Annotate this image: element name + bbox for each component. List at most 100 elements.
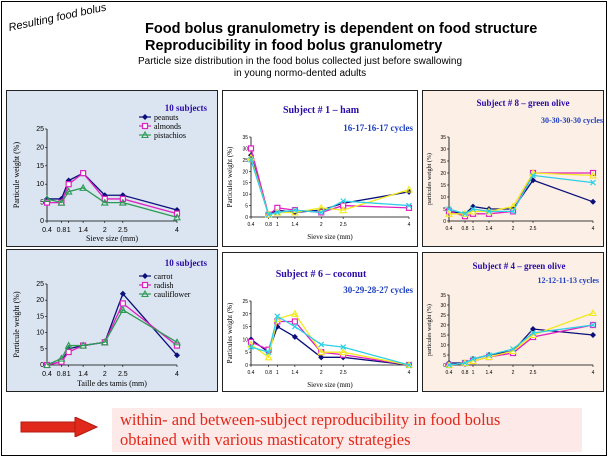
chart-heading: Subject # 6 – coconut (276, 269, 367, 280)
x-tick-label: 4 (592, 226, 595, 232)
data-point (57, 198, 66, 206)
data-point (100, 198, 109, 206)
chart-cycles: 16-17-16-17 cycles (343, 123, 413, 133)
y-tick-label: 35 (242, 135, 248, 141)
data-point (173, 342, 181, 349)
y-tick-label: 5 (443, 353, 446, 359)
legend-label: cauliflower (154, 290, 191, 299)
y-tick-label: 20 (440, 171, 446, 177)
y-tick-label: 20 (36, 297, 44, 304)
x-tick-label: 4 (175, 227, 179, 234)
data-point (291, 207, 298, 214)
x-tick-label: 1 (276, 370, 279, 376)
y-tick-label: 10 (440, 195, 446, 201)
y-tick-label: 5 (40, 346, 44, 353)
data-point (590, 322, 596, 328)
data-point (470, 203, 476, 210)
data-point (274, 313, 281, 320)
data-point (590, 179, 596, 186)
x-tick-label: 1.4 (486, 226, 493, 232)
chart-heading: Subject # 1 – ham (283, 105, 360, 116)
data-point (462, 210, 468, 217)
x-tick-label: 0.4 (42, 227, 52, 234)
subtitle-line1: Particle size distribution in the food b… (137, 56, 463, 67)
y-tick-label: 10 (36, 330, 44, 337)
data-point (486, 352, 492, 358)
conclusion-highlight (112, 408, 582, 452)
data-point (318, 209, 325, 216)
data-point (590, 332, 596, 338)
y-tick-label: 25 (242, 299, 248, 305)
data-point (291, 323, 298, 330)
data-point (589, 308, 597, 317)
y-tick-label: 30 (440, 147, 446, 153)
y-tick-label: 30 (242, 146, 248, 152)
y-axis-label: Particule weight (%) (12, 142, 21, 209)
x-tick-label: 1.4 (78, 371, 88, 378)
chart-ham: Subject # 1 – ham 16-17-16-17 cycles 0 5 10 1… (226, 105, 413, 241)
panel-olive-4: Subject # 4 – green olive 12-12-11-13 cyc… (422, 252, 604, 392)
data-point (64, 187, 73, 195)
data-point (173, 213, 181, 221)
y-axis-label: Particules weight (%) (226, 302, 234, 363)
y-tick-label: 25 (36, 126, 44, 133)
data-point (247, 145, 255, 152)
data-point (274, 209, 281, 216)
data-point (340, 344, 347, 351)
data-point (79, 183, 88, 191)
data-point (590, 198, 596, 205)
data-point (100, 338, 109, 346)
y-tick-label: 5 (245, 350, 248, 356)
x-tick-label: 2 (103, 227, 107, 234)
conclusion-line2: obtained with various masticatory strate… (120, 430, 411, 449)
x-tick-label: 4 (408, 370, 411, 376)
data-point (264, 353, 273, 361)
conclusion-text: within- and between-subject reproducibil… (120, 410, 590, 450)
x-tick-label: 1 (67, 227, 71, 234)
series-line (46, 187, 178, 218)
data-point (317, 348, 326, 356)
slide-title-line2: Reproducibility in food bolus granulomet… (145, 38, 443, 54)
panel-nuts: 10 subjects 0 5 10 15 20 25 0.4 0.8 1 1.4 2 2.5 4 Part… (6, 90, 218, 247)
data-point (530, 172, 536, 179)
x-tick-label: 1 (472, 370, 475, 376)
x-tick-label: 0.8 (265, 222, 272, 228)
x-tick-label: 0.8 (462, 370, 469, 376)
legend-marker (142, 273, 148, 279)
x-tick-label: 2.5 (530, 226, 537, 232)
chart-cycles: 30-30-30-30 cycles (541, 116, 603, 125)
x-tick-label: 2 (512, 370, 515, 376)
x-tick-label: 2.5 (118, 227, 128, 234)
data-point (340, 198, 347, 204)
y-tick-label: 0 (245, 363, 248, 369)
y-tick-label: 10 (242, 192, 248, 198)
chart-cycles: 30-29-28-27 cycles (343, 285, 413, 295)
data-point (80, 170, 87, 177)
x-tick-label: 0.8 (57, 371, 67, 378)
x-axis-label: Sieve size (mm) (307, 233, 353, 241)
data-point (118, 198, 127, 206)
data-point (530, 330, 536, 336)
x-tick-label: 0.8 (57, 227, 67, 234)
x-tick-label: 1 (472, 226, 475, 232)
data-point (173, 338, 181, 346)
data-point (43, 360, 51, 369)
chart-heading: Subject # 8 – green olive (476, 98, 569, 108)
chart-heading: Subject # 4 – green olive (472, 261, 565, 271)
y-tick-label: 30 (440, 303, 446, 309)
legend-marker (141, 122, 149, 130)
y-tick-label: 25 (440, 313, 446, 319)
y-tick-label: 0 (443, 219, 446, 225)
y-tick-label: 10 (242, 337, 248, 343)
series-line (250, 313, 410, 366)
y-tick-label: 0 (40, 218, 44, 225)
data-point (510, 346, 516, 352)
chart-olive-4: Subject # 4 – green olive 12-12-11-13 cyc… (426, 261, 599, 376)
x-tick-label: 4 (592, 370, 595, 376)
y-axis-label: Particules weight (%) (226, 146, 234, 207)
x-axis-label: Sieve size (mm) (307, 381, 353, 389)
y-tick-label: 10 (36, 181, 44, 188)
x-tick-label: 0.4 (446, 226, 453, 232)
y-tick-label: 5 (443, 207, 446, 213)
